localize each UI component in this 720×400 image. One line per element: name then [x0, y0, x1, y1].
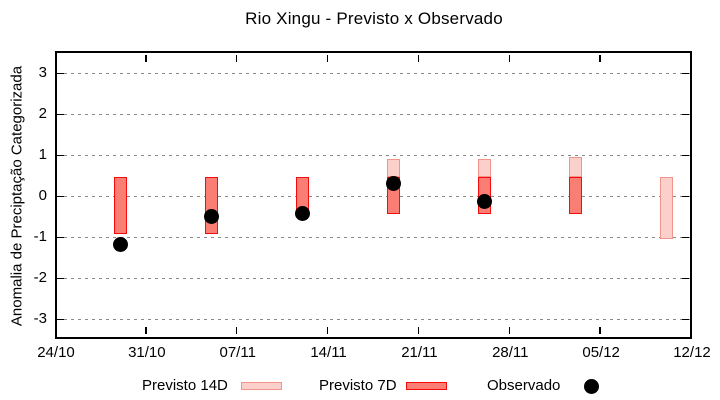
x-tick-label: 14/11	[310, 344, 347, 361]
observed-dot	[204, 208, 220, 224]
x-tick-mark	[235, 327, 238, 334]
y-gridline	[57, 73, 690, 74]
x-tick-mark	[599, 327, 601, 334]
x-tick-label: 24/10	[37, 344, 75, 361]
y-gridline	[57, 196, 690, 197]
plot-area	[55, 51, 692, 339]
y-tick-label: -1	[33, 227, 47, 245]
forecast-7d-bar	[568, 177, 582, 214]
y-gridline	[57, 155, 690, 156]
forecast-7d-bar	[114, 177, 128, 235]
y-tick-mark	[682, 318, 689, 321]
y-tick-mark	[57, 236, 64, 239]
forecast-7d-bar	[205, 177, 219, 235]
observed-dot	[476, 194, 492, 210]
x-tick-label: 05/12	[582, 344, 620, 361]
y-tick-mark	[682, 72, 689, 75]
forecast-14d-bar	[659, 177, 673, 239]
legend-label-previsto-7d: Previsto 7D	[319, 377, 397, 394]
y-tick-label: 1	[38, 145, 47, 163]
observed-dot	[295, 206, 311, 222]
x-tick-mark	[508, 55, 511, 62]
x-tick-mark	[145, 55, 147, 62]
y-gridline	[57, 319, 690, 320]
x-tick-mark	[145, 327, 147, 334]
legend-swatch-previsto-7d-icon	[406, 382, 447, 390]
y-tick-label: -2	[33, 268, 47, 286]
x-tick-label: 28/11	[492, 344, 529, 361]
forecast-14d-bar	[386, 158, 400, 178]
x-tick-label: 31/10	[128, 344, 166, 361]
x-tick-label: 21/11	[401, 344, 438, 361]
x-tick-mark	[508, 327, 511, 334]
forecast-14d-bar	[568, 156, 582, 178]
y-tick-mark	[57, 195, 64, 198]
x-tick-mark	[417, 55, 420, 62]
y-tick-mark	[682, 113, 689, 116]
y-tick-label: 3	[38, 63, 47, 81]
forecast-14d-bar	[477, 158, 491, 178]
y-tick-mark	[57, 72, 64, 75]
legend-label-previsto-14d: Previsto 14D	[142, 377, 228, 394]
x-tick-mark	[235, 55, 238, 62]
x-tick-label: 12/12	[673, 344, 711, 361]
y-tick-mark	[682, 236, 689, 239]
y-tick-mark	[682, 154, 689, 157]
y-tick-mark	[57, 318, 64, 321]
y-tick-label: -3	[33, 309, 47, 327]
x-tick-mark	[417, 327, 420, 334]
y-tick-mark	[57, 277, 64, 280]
x-tick-mark	[599, 55, 601, 62]
observed-dot	[113, 237, 129, 253]
legend-observado-dot-icon	[584, 379, 599, 394]
observed-dot	[385, 175, 401, 191]
y-tick-mark	[57, 113, 64, 116]
y-gridline	[57, 237, 690, 238]
y-tick-mark	[682, 195, 689, 198]
x-tick-mark	[326, 55, 329, 62]
y-tick-label: 0	[38, 186, 47, 204]
legend-label-observado: Observado	[487, 377, 561, 394]
y-tick-mark	[682, 277, 689, 280]
y-tick-mark	[57, 154, 64, 157]
x-tick-label: 07/11	[219, 344, 256, 361]
y-gridline	[57, 278, 690, 279]
legend-swatch-previsto-14d-icon	[241, 382, 282, 390]
x-tick-mark	[326, 327, 329, 334]
y-tick-label: 2	[38, 104, 47, 122]
chart-title: Rio Xingu - Previsto x Observado	[245, 9, 503, 28]
y-gridline	[57, 114, 690, 115]
